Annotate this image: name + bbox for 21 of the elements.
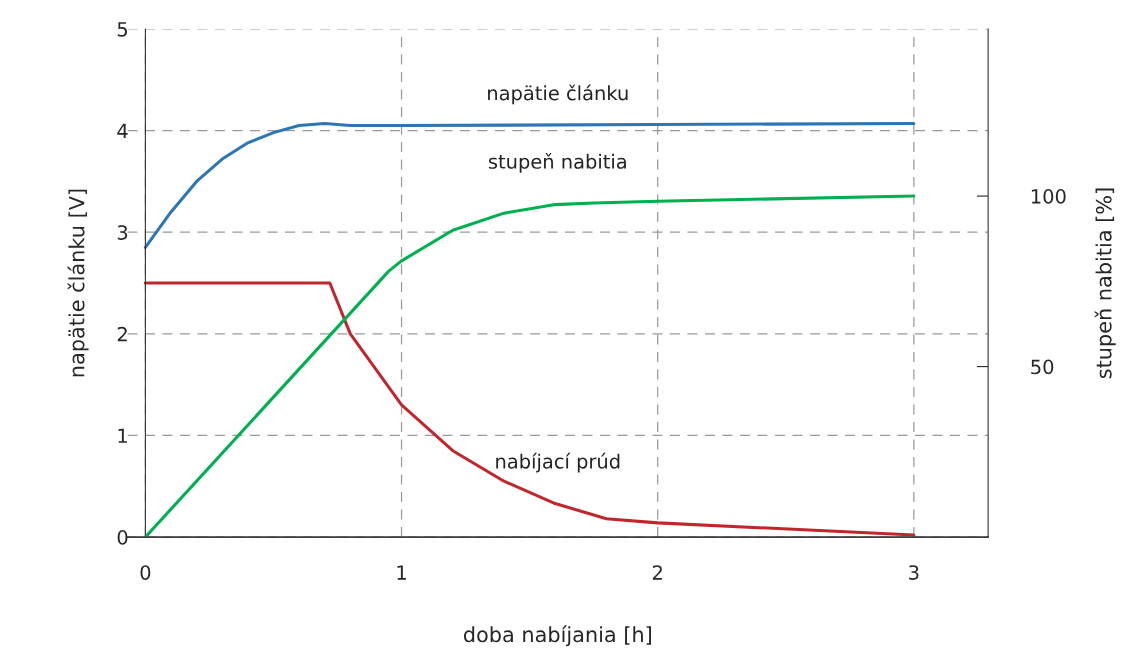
- series-label: stupeň nabitia: [488, 153, 626, 173]
- y-axis-title: napätie článku [V]: [67, 189, 89, 377]
- y-tick-label: 1: [118, 428, 127, 443]
- x-axis-title: doba nabíjania [h]: [463, 625, 651, 647]
- x-tick-label: 3: [909, 565, 919, 580]
- y2-axis-title: stupeň nabitia [%]: [1094, 188, 1116, 379]
- line-series: [143, 281, 916, 537]
- x-tick-label: 1: [397, 565, 406, 580]
- y2-tick-label: 100: [1031, 189, 1066, 204]
- y-tick-label: 5: [117, 22, 128, 37]
- y2-tick-label: 50: [1031, 359, 1054, 375]
- y-tick-label: 4: [117, 123, 128, 138]
- x-tick-label: 0: [140, 565, 151, 580]
- series-label: napätie článku: [488, 84, 628, 105]
- line-series: [143, 121, 916, 249]
- line-series: [143, 194, 916, 538]
- series-label: nabíjací prúd: [496, 452, 620, 473]
- y-tick-label: 2: [117, 326, 127, 342]
- x-tick-label: 2: [652, 565, 662, 580]
- y-tick-label: 0: [117, 530, 128, 545]
- y-tick-label: 3: [117, 225, 128, 240]
